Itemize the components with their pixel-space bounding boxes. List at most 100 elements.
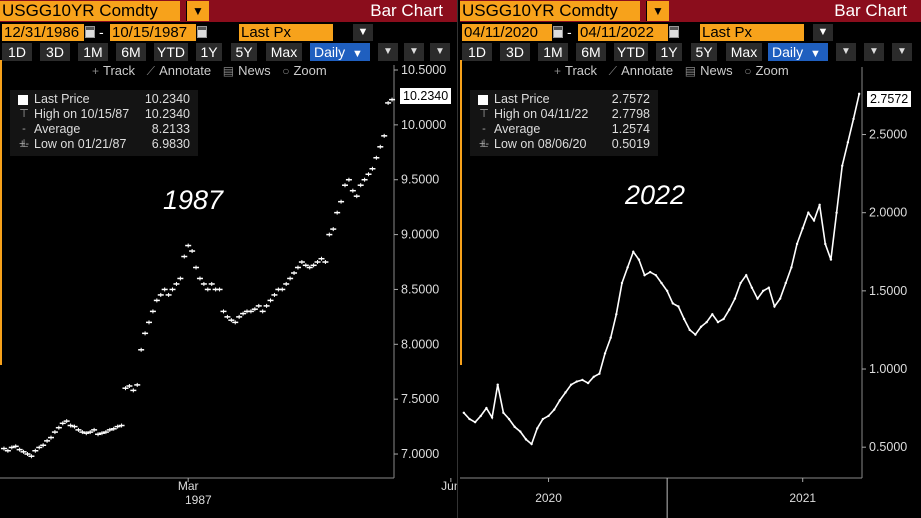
ticker-dropdown-icon[interactable]: ▼ xyxy=(186,1,209,21)
frequency-label: Daily xyxy=(772,44,804,60)
legend-average: -+- Average 8.2133 xyxy=(10,122,198,150)
calendar-icon[interactable] xyxy=(85,26,95,38)
y-tick-label: 8.5000 xyxy=(401,282,439,296)
price-point xyxy=(824,242,827,246)
period-max-button[interactable]: Max xyxy=(726,43,762,61)
legend-label: Last Price xyxy=(494,92,550,106)
settings-menu-icon[interactable]: ▼ xyxy=(378,43,398,61)
price-point xyxy=(547,414,550,418)
period-1y-button[interactable]: 1Y xyxy=(656,43,682,61)
period-max-button[interactable]: Max xyxy=(266,43,302,61)
period-1y-button[interactable]: 1Y xyxy=(196,43,222,61)
field-dropdown-icon[interactable]: ▼ xyxy=(813,24,833,41)
price-point xyxy=(722,317,725,321)
annotate-tool[interactable]: ⟋ Annotate xyxy=(147,63,211,79)
crosshair-icon: + xyxy=(92,64,100,78)
zoom-tool[interactable]: ○ Zoom xyxy=(744,63,788,78)
period-1d-button[interactable]: 1D xyxy=(2,43,32,61)
period-ytd-button[interactable]: YTD xyxy=(154,43,188,61)
period-6m-button[interactable]: 6M xyxy=(116,43,146,61)
legend-label: High on 10/15/87 xyxy=(34,107,130,121)
last-price-badge: 10.2340 xyxy=(400,88,452,104)
period-ytd-button[interactable]: YTD xyxy=(614,43,648,61)
period-6m-button[interactable]: 6M xyxy=(576,43,606,61)
period-3d-button[interactable]: 3D xyxy=(40,43,70,61)
price-chart-right[interactable]: 0.5000 1.0000 1.5000 2.0000 2.5000 2020 2021 20… xyxy=(460,0,921,518)
period-3d-button[interactable]: 3D xyxy=(500,43,530,61)
ticker-dropdown-icon[interactable]: ▼ xyxy=(646,1,669,21)
last-price-badge: 2.7572 xyxy=(867,91,912,107)
zoom-label: Zoom xyxy=(755,63,789,78)
period-1m-button[interactable]: 1M xyxy=(78,43,108,61)
legend-box: Last Price 2.7572 ⊤ High on 04/11/22 2.7… xyxy=(470,90,658,156)
period-5y-button[interactable]: 5Y xyxy=(231,43,257,61)
price-point xyxy=(767,286,771,289)
price-point xyxy=(835,211,838,214)
price-point xyxy=(637,258,641,261)
chart-panel-right: USGG10YR Comdty ▼ Bar Chart 04/11/2020 -… xyxy=(460,0,921,518)
price-point xyxy=(462,411,466,414)
calendar-icon[interactable] xyxy=(197,26,207,38)
track-label: Track xyxy=(103,63,136,78)
end-date-field[interactable]: 10/15/1987 xyxy=(110,24,196,41)
frequency-select[interactable]: Daily ▼ xyxy=(310,43,370,61)
x-tick-label: Mar xyxy=(178,479,199,493)
annotate-tool[interactable]: ⟋ Annotate xyxy=(609,63,673,79)
legend-label: Average xyxy=(34,122,81,136)
date-separator: - xyxy=(567,24,572,40)
date-separator: - xyxy=(99,24,104,40)
price-point xyxy=(682,317,686,321)
price-point xyxy=(586,381,590,385)
price-point xyxy=(541,417,545,421)
legend-last-price: Last Price 10.2340 xyxy=(10,92,198,107)
end-date-field[interactable]: 04/11/2022 xyxy=(578,24,668,41)
options-menu-icon[interactable]: ▼ xyxy=(864,43,884,61)
legend-label: Last Price xyxy=(34,92,90,106)
more-menu-icon[interactable]: ▼ xyxy=(892,43,912,61)
period-5y-button[interactable]: 5Y xyxy=(691,43,717,61)
news-tool[interactable]: ▤ News xyxy=(685,63,733,78)
annotate-label: Annotate xyxy=(621,63,674,78)
panel-divider xyxy=(457,0,461,518)
x-tick-label: Jun xyxy=(441,479,457,493)
field-select[interactable]: Last Px xyxy=(239,24,333,41)
price-point xyxy=(581,378,584,382)
chart-title: Bar Chart xyxy=(834,1,907,20)
ticker-field[interactable]: USGG10YR Comdty xyxy=(0,1,180,21)
calendar-icon[interactable] xyxy=(669,26,679,38)
y-tick-label: 7.0000 xyxy=(401,447,439,461)
year-annotation: 2022 xyxy=(625,180,686,210)
frequency-select[interactable]: Daily ▼ xyxy=(768,43,828,61)
options-menu-icon[interactable]: ▼ xyxy=(404,43,424,61)
settings-menu-icon[interactable]: ▼ xyxy=(836,43,856,61)
price-point xyxy=(620,281,624,285)
price-point xyxy=(711,313,714,316)
field-select[interactable]: Last Px xyxy=(700,24,804,41)
price-point xyxy=(846,141,850,144)
news-tool[interactable]: ▤ News xyxy=(223,63,271,78)
x-tick-label: 2020 xyxy=(535,491,562,505)
calendar-icon[interactable] xyxy=(553,26,563,38)
date-range-row: 04/11/2020 - 04/11/2022 Last Px ▼ xyxy=(460,23,921,42)
crosshair-icon: + xyxy=(554,64,562,78)
y-tick-label: 9.0000 xyxy=(401,228,439,242)
price-point xyxy=(812,219,816,222)
ticker-field[interactable]: USGG10YR Comdty xyxy=(460,1,640,21)
zoom-tool[interactable]: ○ Zoom xyxy=(282,63,326,78)
period-1m-button[interactable]: 1M xyxy=(538,43,568,61)
track-tool[interactable]: + Track xyxy=(554,63,597,78)
more-menu-icon[interactable]: ▼ xyxy=(430,43,450,61)
title-bar: USGG10YR Comdty ▼ Bar Chart xyxy=(0,0,457,22)
price-chart-left[interactable]: 7.0000 7.5000 8.0000 8.5000 9.0000 9.5000 10.0… xyxy=(0,0,457,518)
price-point xyxy=(665,289,669,293)
y-tick-label: 1.5000 xyxy=(869,284,907,298)
price-point xyxy=(801,227,804,230)
price-point xyxy=(592,375,595,379)
field-dropdown-icon[interactable]: ▼ xyxy=(353,24,373,41)
start-date-field[interactable]: 04/11/2020 xyxy=(462,24,552,41)
price-point xyxy=(598,372,601,375)
track-tool[interactable]: + Track xyxy=(92,63,135,78)
newspaper-icon: ▤ xyxy=(222,64,235,78)
start-date-field[interactable]: 12/31/1986 xyxy=(2,24,84,41)
period-1d-button[interactable]: 1D xyxy=(462,43,492,61)
